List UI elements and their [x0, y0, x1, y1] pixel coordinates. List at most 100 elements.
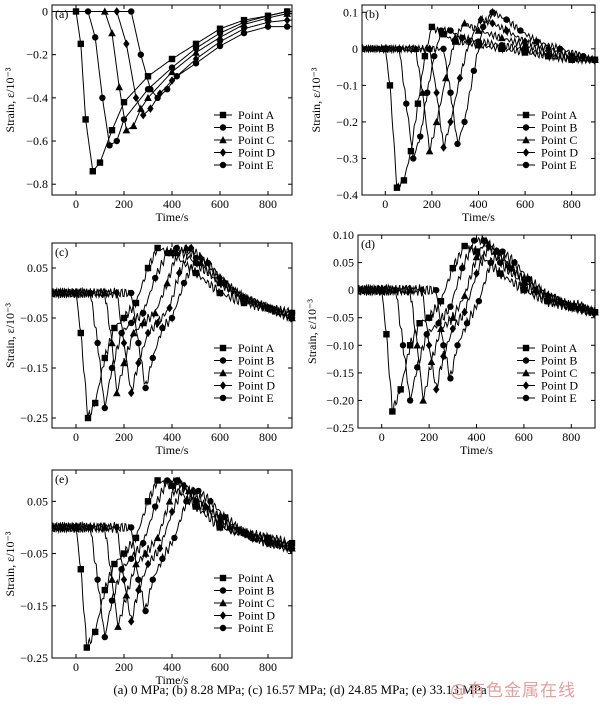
data-point	[120, 338, 128, 348]
data-point	[168, 55, 176, 63]
data-point	[118, 566, 125, 573]
legend-label: Point E	[238, 158, 274, 172]
data-point	[192, 44, 200, 52]
data-point	[288, 539, 296, 547]
data-point	[111, 324, 118, 332]
data-point	[168, 507, 176, 516]
data-point	[216, 42, 224, 50]
y-tick-label: −0.6	[26, 134, 48, 148]
data-point	[192, 503, 200, 510]
y-tick-label: −0.15	[326, 366, 354, 380]
data-point	[474, 26, 483, 34]
data-point	[440, 31, 447, 38]
legend-label: Point B	[238, 584, 274, 598]
legend-marker	[219, 111, 227, 119]
data-point	[92, 399, 99, 407]
data-point	[406, 397, 414, 404]
data-point	[425, 341, 433, 350]
data-point	[140, 309, 147, 317]
data-point	[114, 622, 122, 630]
data-point	[82, 116, 89, 123]
series-line	[51, 256, 293, 385]
data-point	[168, 482, 176, 489]
data-point	[149, 354, 156, 362]
data-point	[171, 534, 178, 542]
data-point	[461, 118, 468, 126]
legend-marker	[219, 624, 227, 632]
data-point	[163, 279, 171, 287]
data-point	[140, 110, 147, 120]
legend-marker	[522, 161, 530, 169]
data-point	[531, 286, 540, 294]
data-point	[144, 559, 152, 569]
data-point	[122, 126, 131, 134]
x-tick-label: 200	[115, 430, 133, 444]
data-point	[168, 314, 176, 322]
y-tick-label: 0.05	[333, 256, 354, 270]
data-point	[465, 37, 473, 46]
data-point	[182, 244, 191, 252]
data-point	[101, 633, 109, 641]
data-point	[264, 23, 272, 30]
data-point	[264, 304, 272, 312]
x-tick-label: 200	[423, 197, 441, 211]
data-point	[451, 33, 459, 42]
data-point	[207, 498, 214, 505]
x-tick-label: 600	[211, 660, 229, 674]
legend-label: Point A	[238, 341, 275, 355]
data-point	[154, 94, 161, 102]
data-point	[284, 15, 291, 25]
data-point	[137, 51, 144, 58]
data-point	[144, 328, 152, 338]
data-point	[449, 324, 456, 333]
data-point	[144, 73, 152, 80]
x-axis-label: Time/s	[460, 443, 493, 457]
legend-label: Point E	[541, 158, 577, 172]
data-point	[452, 38, 459, 45]
data-point	[397, 386, 404, 393]
data-point	[128, 524, 135, 531]
legend-label: Point B	[541, 121, 577, 135]
y-tick-label: −0.05	[20, 311, 48, 325]
x-tick-label: 200	[115, 197, 133, 211]
legend-label: Point D	[238, 146, 275, 160]
data-point	[240, 294, 248, 302]
legend-marker	[219, 394, 227, 402]
legend-marker	[522, 394, 530, 402]
data-point	[84, 414, 92, 422]
data-point	[77, 40, 84, 48]
legend-label: Point D	[238, 609, 275, 623]
data-point	[406, 342, 414, 349]
data-point	[556, 45, 564, 53]
y-axis-label: Strain, ε/10⁻³	[3, 531, 17, 596]
data-point	[77, 566, 84, 573]
chart-panel: 0 200 400 600 800 0 −0.2 −0.4 −0.6 −0.8 Time/s Stra…	[3, 4, 293, 224]
data-point	[164, 86, 171, 93]
data-point	[407, 147, 415, 155]
data-point	[197, 259, 205, 267]
y-axis-label: Strain, ε/10⁻³	[305, 299, 319, 364]
data-point	[424, 89, 431, 96]
data-point	[141, 549, 150, 557]
x-tick-label: 0	[73, 660, 79, 674]
data-point	[417, 133, 424, 140]
data-point	[147, 104, 154, 113]
data-point	[425, 314, 433, 321]
legend-marker	[522, 369, 530, 377]
x-tick-label: 0	[382, 197, 388, 211]
data-point	[487, 259, 494, 266]
data-point	[129, 121, 138, 130]
legend-label: Point B	[541, 354, 577, 368]
y-tick-label: 0.10	[333, 228, 354, 242]
data-point	[113, 389, 121, 397]
data-point	[521, 37, 529, 46]
data-point	[152, 274, 159, 282]
x-tick-label: 400	[163, 430, 181, 444]
data-point	[204, 259, 212, 267]
x-tick-label: 800	[563, 197, 581, 211]
data-point	[159, 555, 166, 562]
data-point	[128, 555, 135, 562]
data-point	[180, 481, 188, 490]
data-point	[497, 270, 504, 277]
